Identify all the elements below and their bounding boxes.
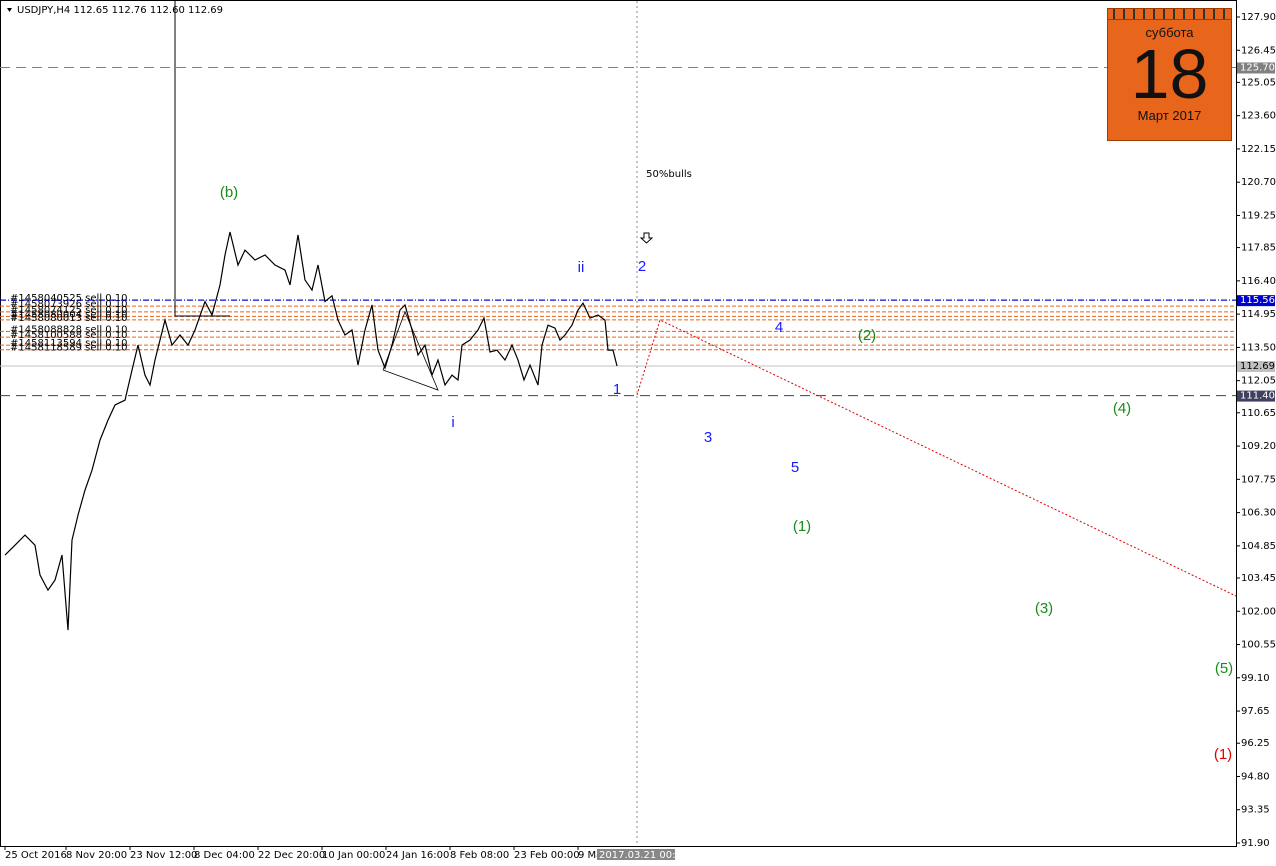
calendar: суббота 18 Март 2017 [1107,8,1232,141]
y-tick-label: 114.95 [1241,309,1276,320]
level-tag [1237,295,1275,307]
wave-label: (3) [1035,600,1053,617]
y-tick-label: 112.05 [1241,376,1276,387]
wave-label: (4) [1113,400,1131,417]
y-tick-label: 102.00 [1241,606,1276,617]
y-tick-label: 120.70 [1241,177,1276,188]
y-tick-label: 126.45 [1241,45,1276,56]
y-tick-label: 94.80 [1241,771,1270,782]
weekday: суббота [1145,25,1194,40]
x-tick-label: 8 Feb 08:00 [450,850,509,861]
y-tick-label: 103.45 [1241,573,1276,584]
y-tick-label: 107.75 [1241,474,1276,485]
wave-label: (5) [1215,660,1233,677]
order-label: #1458113594 sell 0.10 [10,338,128,349]
cursor-label: 2017.03.21 00:00 [599,850,688,861]
order-label: #1458074125 sell 0.10 [10,305,128,316]
x-tick-label: 23 Nov 12:00 [130,850,197,861]
calendar-rings [1108,9,1231,20]
y-tick-label: 116.40 [1241,276,1276,287]
level-label: 111.40 [1240,391,1275,402]
wave-label: 2 [638,258,646,275]
wave-label: 50%bulls [646,169,692,180]
wave-label: i [451,414,454,431]
level-label: 112.69 [1240,361,1275,372]
sell-arrow [639,232,654,244]
x-tick-label: 8 Dec 04:00 [194,850,255,861]
y-tick-label: 99.10 [1241,673,1270,684]
y-tick-label: 113.50 [1241,342,1276,353]
wave-label: 1 [613,381,621,398]
y-tick-label: 122.15 [1241,144,1276,155]
level-tag [1237,62,1275,74]
wave-label: (1) [1214,746,1232,763]
day: 18 [1130,35,1209,113]
box-line [174,1,230,317]
level-tag [1237,390,1275,402]
x-tick-label: 9 Ma [578,850,602,861]
x-tick-label: 22 Dec 20:00 [258,850,325,861]
y-tick-label: 91.90 [1241,838,1270,849]
order-label: #1458080013 sell 0.10 [10,313,128,324]
order-label: #1458040525 sell 0.10 [10,293,128,304]
y-tick-label: 109.20 [1241,441,1276,452]
y-tick-label: 93.35 [1241,805,1270,816]
y-tick-label: 96.25 [1241,738,1270,749]
y-tick-label: 127.90 [1241,12,1276,23]
x-tick-label: 24 Jan 16:00 [386,850,449,861]
y-tick-label: 125.05 [1241,77,1276,88]
forecast-line [636,319,1237,597]
wave-label: 3 [704,429,712,446]
wave-label: ii [578,259,585,276]
x-tick-label: 23 Feb 00:00 [514,850,580,861]
y-tick-label: 97.65 [1241,706,1270,717]
x-tick-label: 8 Nov 20:00 [66,850,127,861]
order-label: #1458100588 sell 0.10 [10,330,128,341]
wave-label: 4 [775,319,783,336]
wave-label: (b) [220,184,238,201]
order-label: #1458073926 sell 0.10 [10,299,128,310]
level-tag [1237,360,1275,372]
order-label: #1458118589 sell 0.10 [10,343,128,354]
y-tick-label: 119.25 [1241,210,1276,221]
wave-label: (2) [858,327,876,344]
chart-title: USDJPY,H4 112.65 112.76 112.60 112.69 [17,5,223,16]
month: Март 2017 [1137,108,1202,123]
wave-label: 5 [791,459,799,476]
y-tick-label: 110.65 [1241,408,1276,419]
y-tick-label: 100.55 [1241,640,1276,651]
menu-arrow [7,8,12,12]
level-label: 115.56 [1240,295,1275,306]
order-label: #1458080004 sell 0.10 [10,309,128,320]
wave-label: (1) [793,518,811,535]
price-line [4,231,618,631]
x-tick-label: 25 Oct 2016 [5,850,67,861]
cursor-tag [597,849,675,860]
y-tick-label: 106.30 [1241,508,1276,519]
y-tick-label: 117.85 [1241,243,1276,254]
level-label: 125.70 [1240,62,1275,73]
x-tick-label: 10 Jan 00:00 [322,850,385,861]
y-tick-label: 123.60 [1241,111,1276,122]
order-label: #1458088828 sell 0.10 [10,324,128,335]
y-tick-label: 104.85 [1241,541,1276,552]
plot-frame [0,0,1237,847]
